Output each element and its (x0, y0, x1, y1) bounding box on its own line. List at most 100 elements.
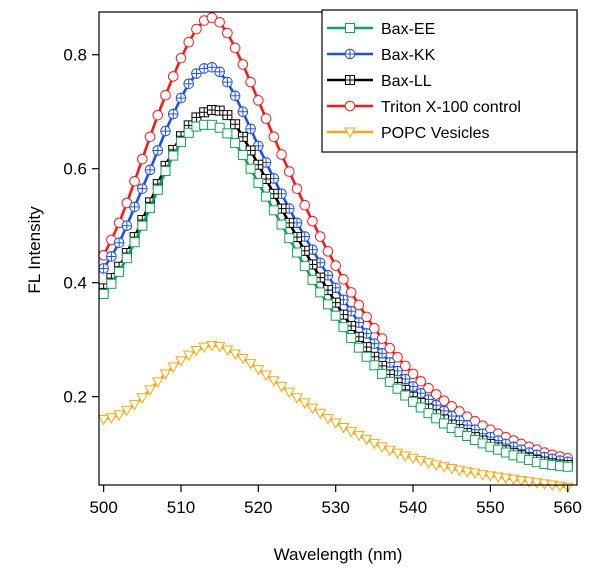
data-point (191, 112, 202, 123)
legend-label: Triton X-100 control (381, 99, 521, 116)
data-point (492, 472, 504, 484)
data-point (322, 299, 333, 310)
data-point (137, 220, 148, 231)
data-point (129, 175, 140, 187)
data-point (377, 368, 388, 379)
data-point (291, 183, 303, 194)
data-point (175, 356, 187, 367)
data-point (167, 108, 179, 120)
data-point (283, 203, 295, 214)
data-point (299, 199, 311, 211)
data-point (283, 387, 296, 399)
data-point (538, 479, 551, 490)
data-point (222, 128, 233, 139)
data-point (229, 90, 241, 102)
data-point (338, 273, 349, 285)
data-point (245, 123, 256, 135)
data-point (423, 408, 434, 419)
data-point (222, 76, 233, 88)
data-point (214, 16, 225, 28)
data-point (145, 203, 156, 214)
data-point (384, 342, 396, 354)
data-point (361, 351, 372, 362)
data-point (245, 76, 256, 88)
data-point (268, 131, 280, 143)
data-point (376, 333, 388, 344)
data-point (183, 36, 195, 48)
data-point (346, 332, 357, 343)
data-point (237, 131, 248, 142)
data-point (275, 381, 288, 393)
data-point (106, 251, 117, 262)
data-point (144, 131, 156, 143)
data-point (353, 317, 365, 328)
series-line (102, 123, 568, 469)
series-bax-ee (98, 119, 573, 472)
data-point (191, 68, 202, 79)
data-point (314, 257, 326, 269)
data-point (314, 408, 327, 420)
data-point (152, 109, 164, 121)
data-point (167, 71, 179, 82)
data-point (361, 311, 372, 323)
data-point (159, 369, 172, 380)
data-point (291, 393, 303, 404)
data-point (461, 467, 474, 478)
data-point (151, 377, 164, 388)
x-tick-label: 560 (554, 498, 582, 517)
data-point (276, 188, 287, 200)
legend: Bax-EE Bax-KK Bax-LL Triton X-100 control PO… (321, 9, 578, 153)
data-point (383, 445, 396, 457)
data-point (213, 342, 226, 353)
data-point (400, 390, 411, 401)
x-tick-label: 510 (167, 498, 195, 517)
data-point (144, 164, 156, 176)
data-point (499, 473, 512, 485)
data-point (206, 61, 218, 73)
x-tick-label: 500 (89, 498, 117, 517)
data-point (229, 42, 241, 54)
data-point (237, 150, 248, 161)
data-point (353, 342, 364, 353)
data-point (175, 136, 186, 147)
data-point (120, 405, 133, 417)
data-point (160, 165, 171, 176)
data-point (167, 362, 180, 374)
data-point (98, 289, 109, 300)
data-point (152, 145, 164, 156)
data-point (423, 382, 434, 394)
data-point (392, 383, 403, 394)
data-point (136, 393, 149, 404)
data-point (222, 27, 233, 39)
data-point (338, 322, 349, 333)
data-point (523, 477, 535, 488)
data-point (190, 346, 203, 357)
data-point (137, 153, 148, 165)
data-point (237, 106, 249, 118)
data-point (237, 353, 249, 365)
legend-marker (344, 100, 356, 112)
data-point (430, 389, 442, 400)
data-point (97, 414, 110, 426)
data-point (191, 23, 202, 35)
data-point (206, 340, 218, 352)
legend-marker (344, 48, 356, 60)
data-point (222, 110, 233, 121)
data-point (137, 183, 148, 194)
data-point (168, 150, 179, 161)
data-point (198, 63, 210, 74)
data-point (369, 360, 380, 371)
data-point (376, 442, 388, 453)
data-point (129, 237, 140, 248)
data-point (206, 12, 218, 23)
data-point (128, 400, 141, 411)
data-point (415, 375, 427, 387)
data-point (260, 370, 272, 382)
data-point (253, 177, 264, 188)
data-point (283, 166, 295, 177)
data-point (260, 157, 272, 168)
data-point (562, 461, 573, 472)
data-point (407, 368, 419, 380)
data-point (261, 191, 272, 202)
